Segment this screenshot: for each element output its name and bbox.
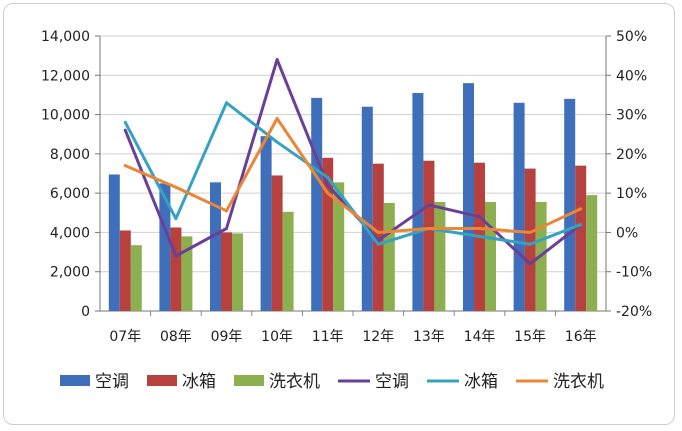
bar-1-2 xyxy=(159,183,171,311)
line-point-1-5 xyxy=(326,183,330,187)
line-point-1-3 xyxy=(225,227,228,230)
bar-1-9 xyxy=(513,102,525,312)
line-point-2-9 xyxy=(528,242,532,246)
x-tick-label: 10年 xyxy=(261,329,293,345)
line-series-1 xyxy=(123,58,583,266)
bar-2-1 xyxy=(119,230,131,311)
line-point-3-4 xyxy=(275,117,279,120)
line-point-1-2 xyxy=(174,254,178,258)
y-right-tick-label: -10% xyxy=(616,265,652,281)
line-point-3-3 xyxy=(225,209,228,213)
bar-2-6 xyxy=(372,163,384,311)
bar-2-7 xyxy=(423,160,435,311)
bar-1-5 xyxy=(311,97,323,311)
line-point-3-6 xyxy=(376,230,380,234)
line-point-2-2 xyxy=(174,217,178,221)
y-right-tick-label: 30% xyxy=(616,108,647,124)
x-tick-label: 13年 xyxy=(413,329,445,345)
legend-label-bar-3: 洗衣机 xyxy=(269,372,320,392)
bar-2-9 xyxy=(524,168,536,311)
y-left-tick-label: 0 xyxy=(81,304,90,320)
bar-2-2 xyxy=(170,227,182,311)
legend-label-line-2: 冰箱 xyxy=(464,372,498,392)
line-point-3-8 xyxy=(478,227,481,230)
bar-3-7 xyxy=(434,201,446,311)
bar-2-10 xyxy=(575,165,587,311)
legend-label-bar-1: 空调 xyxy=(95,372,129,392)
bar-3-5 xyxy=(333,182,345,311)
legend-label-line-3: 洗衣机 xyxy=(553,372,604,392)
y-left-tick-label: 14,000 xyxy=(41,29,90,45)
legend-swatch-bar-1 xyxy=(60,375,90,386)
legend-swatch-bar-3 xyxy=(234,375,264,386)
line-series-2 xyxy=(123,101,583,246)
y-right-tick-label: 40% xyxy=(616,68,647,84)
bar-3-6 xyxy=(383,202,395,311)
bar-1-1 xyxy=(108,174,120,311)
y-right-tick-label: 50% xyxy=(616,29,647,45)
line-point-1-4 xyxy=(275,58,279,62)
bar-1-4 xyxy=(260,136,272,311)
x-tick-label: 16年 xyxy=(565,329,597,345)
x-tick-label: 12年 xyxy=(362,329,394,345)
line-point-2-3 xyxy=(225,101,228,105)
x-tick-label: 15年 xyxy=(514,329,546,345)
line-point-1-1 xyxy=(123,128,127,132)
line-point-3-1 xyxy=(123,164,127,168)
y-left-tick-label: 10,000 xyxy=(41,108,90,124)
bar-3-4 xyxy=(282,211,294,311)
legend-swatch-bar-2 xyxy=(147,375,177,386)
y-left-tick-label: 12,000 xyxy=(41,68,90,84)
line-point-2-6 xyxy=(376,242,380,246)
line-point-1-7 xyxy=(427,203,431,207)
line-point-3-10 xyxy=(579,207,583,211)
x-tick-label: 07年 xyxy=(109,329,141,345)
bar-2-5 xyxy=(322,157,334,311)
x-tick-label: 11年 xyxy=(312,329,344,345)
line-series-3 xyxy=(123,117,583,234)
line-point-2-8 xyxy=(478,234,481,238)
line-point-3-2 xyxy=(174,185,178,189)
bar-1-8 xyxy=(463,83,474,312)
legend-label-line-1: 空调 xyxy=(375,372,409,392)
line-point-3-9 xyxy=(528,230,532,234)
y-left-tick-label: 6,000 xyxy=(50,186,90,202)
line-point-2-10 xyxy=(579,223,583,227)
x-tick-label: 09年 xyxy=(211,329,243,345)
y-right-tick-label: 10% xyxy=(616,186,647,202)
x-tick-label: 08年 xyxy=(160,329,192,345)
bar-1-10 xyxy=(564,98,576,311)
y-right-tick-label: -20% xyxy=(616,304,652,320)
line-point-1-8 xyxy=(478,215,481,219)
line-point-3-7 xyxy=(427,227,431,230)
bar-1-7 xyxy=(412,92,424,311)
bar-2-3 xyxy=(221,232,232,311)
legend-label-bar-2: 冰箱 xyxy=(182,372,216,392)
bar-3-2 xyxy=(181,236,193,311)
line-point-3-5 xyxy=(326,191,330,195)
line-point-2-5 xyxy=(326,175,330,179)
bar-2-4 xyxy=(271,175,283,311)
y-left-tick-label: 8,000 xyxy=(50,147,90,163)
y-left-tick-label: 2,000 xyxy=(50,265,90,281)
line-point-1-9 xyxy=(528,262,532,266)
y-right-tick-label: 0% xyxy=(616,225,638,241)
bar-3-8 xyxy=(485,201,496,311)
bar-3-3 xyxy=(232,233,243,311)
line-point-2-4 xyxy=(275,140,279,144)
x-tick-label: 14年 xyxy=(464,329,496,345)
line-point-2-1 xyxy=(123,120,127,124)
y-right-tick-label: 20% xyxy=(616,147,647,163)
bar-1-6 xyxy=(361,106,373,311)
bar-3-1 xyxy=(130,245,142,311)
y-left-tick-label: 4,000 xyxy=(50,225,90,241)
bar-1-3 xyxy=(210,182,221,311)
bar-3-10 xyxy=(586,195,598,311)
